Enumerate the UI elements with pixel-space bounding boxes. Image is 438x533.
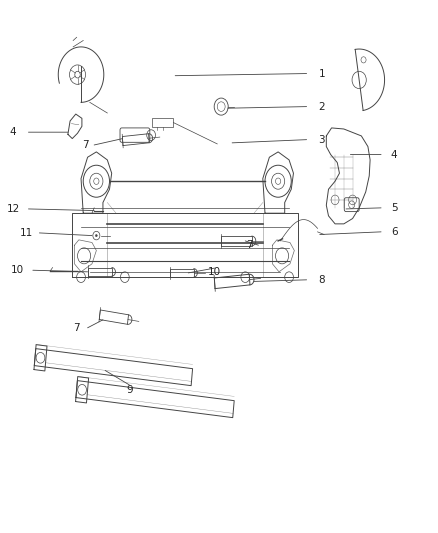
Text: 11: 11 [20,228,33,238]
Text: 6: 6 [391,227,398,237]
Text: 4: 4 [391,150,398,159]
Text: 1: 1 [318,69,325,78]
Text: 10: 10 [208,267,221,277]
Text: 7: 7 [73,323,80,333]
Text: 3: 3 [318,135,325,144]
Text: 8: 8 [318,275,325,285]
Text: 2: 2 [318,102,325,111]
Text: 10: 10 [11,265,24,275]
Text: 4: 4 [10,127,17,137]
Text: 5: 5 [391,203,398,213]
Circle shape [95,235,97,237]
Text: 7: 7 [82,140,89,150]
Text: 7: 7 [246,240,253,250]
Bar [152,118,173,127]
Text: 12: 12 [7,204,20,214]
Text: 9: 9 [126,385,133,395]
